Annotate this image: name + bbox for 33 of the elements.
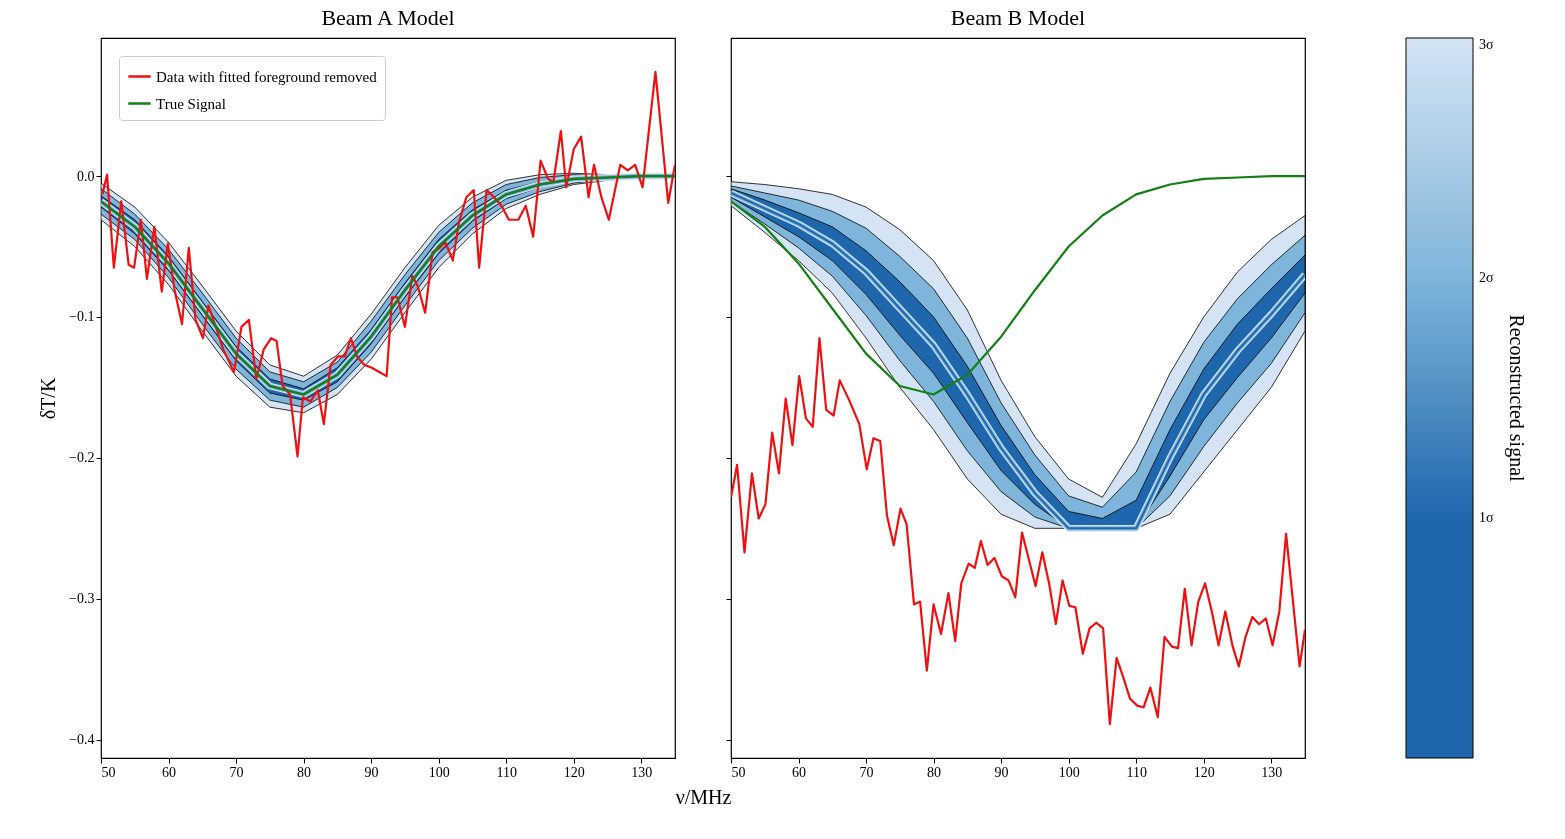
x-tick-label: 100	[1058, 764, 1080, 780]
color-bar-label: 3σ	[1479, 37, 1494, 52]
x-tick-label: 110	[1126, 764, 1147, 780]
x-tick-label: 110	[496, 764, 517, 780]
chart-title: Beam B Model	[950, 5, 1086, 30]
x-tick-label: 120	[1193, 764, 1215, 780]
y-tick-label: −0.4	[69, 732, 95, 748]
x-tick-label: 90	[364, 764, 379, 780]
color-bar-label: 1σ	[1479, 510, 1494, 525]
x-tick-label: 70	[229, 764, 244, 780]
x-tick-label: 130	[1261, 764, 1283, 780]
x-tick-label: 60	[792, 764, 807, 780]
chart-title: Beam A Model	[321, 5, 455, 30]
y-tick-label: 0.0	[77, 168, 95, 184]
x-tick-label: 60	[162, 764, 177, 780]
x-tick-label: 100	[428, 764, 450, 780]
x-axis-title: ν/MHz	[675, 785, 732, 808]
y-axis-title: δT/K	[37, 377, 60, 420]
x-tick-label: 70	[859, 764, 874, 780]
legend-label: Data with fitted foreground removed	[156, 68, 378, 85]
x-tick-label: 50	[731, 764, 746, 780]
color-bar-label: 2σ	[1479, 270, 1494, 285]
x-tick-label: 80	[297, 764, 312, 780]
color-bar-title: Reconstructed signal	[1505, 314, 1528, 483]
y-tick-label: −0.1	[69, 309, 95, 325]
y-tick-label: −0.3	[69, 591, 95, 607]
y-tick-label: −0.2	[69, 450, 95, 466]
x-tick-label: 50	[101, 764, 116, 780]
x-tick-label: 90	[994, 764, 1009, 780]
x-tick-label: 120	[563, 764, 585, 780]
legend-label: True Signal	[156, 95, 226, 112]
x-tick-label: 130	[631, 764, 653, 780]
x-tick-label: 80	[927, 764, 942, 780]
